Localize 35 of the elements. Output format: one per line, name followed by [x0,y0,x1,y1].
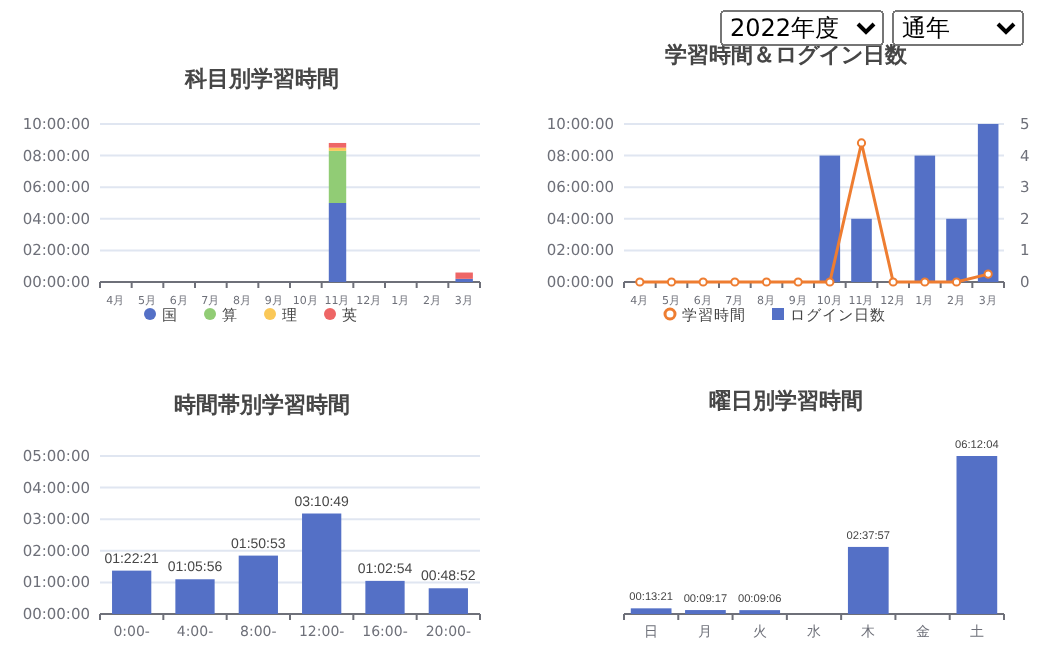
point [635,277,645,287]
point [698,277,708,287]
bar [630,608,672,614]
bar [914,155,936,282]
point [951,277,962,287]
bar [428,588,468,614]
text: 2022年度 [720,10,884,46]
point [983,269,993,279]
point [761,277,772,287]
bar [328,150,347,203]
point [825,277,835,287]
bar [956,456,998,614]
chart-title: 曜日別学習時間 [709,388,863,414]
bar [175,579,215,614]
point [856,138,867,148]
text: 通年 [892,10,1024,46]
chart-title: 時間帯別学習時間 [174,392,350,418]
point [888,277,898,287]
bar [946,218,967,282]
bar [328,203,347,282]
bar [977,124,999,282]
chart-title: 科目別学習時間 [183,66,339,92]
bar [238,555,278,614]
bar [455,272,473,279]
point [730,277,740,287]
bar [302,513,342,614]
bar [112,570,152,614]
bar [328,142,347,148]
point [666,277,677,287]
bar [365,580,405,614]
point [920,277,930,287]
bar [847,546,889,614]
point [793,277,803,287]
bar [819,155,841,282]
bar [851,218,872,282]
